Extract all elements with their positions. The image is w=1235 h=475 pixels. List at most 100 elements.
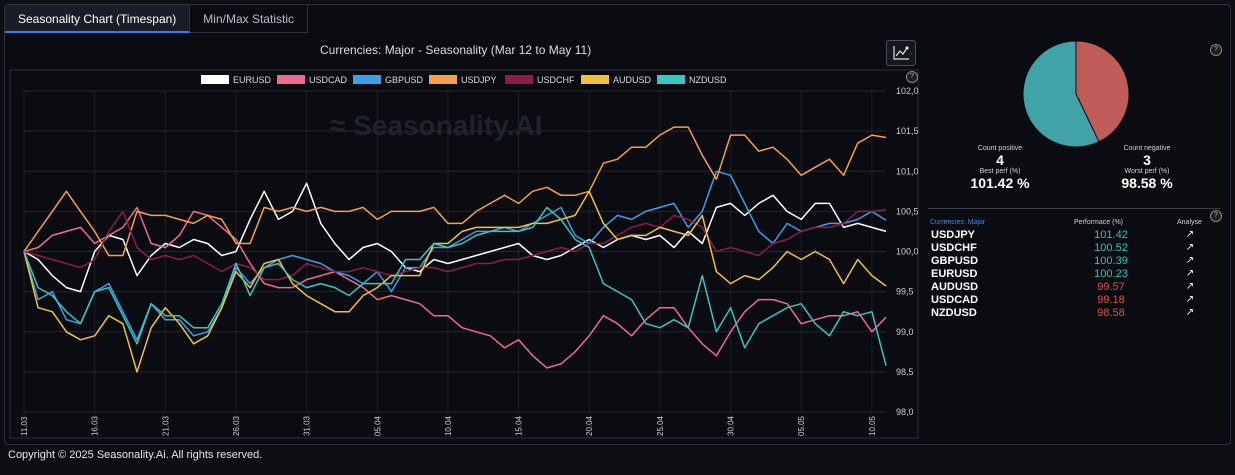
worst-perf-label: Worst perf (%) (1124, 168, 1170, 175)
rocket-icon[interactable]: ↗ (1185, 268, 1195, 279)
help-icon[interactable]: ? (906, 71, 918, 83)
pie-slice-negative (1075, 40, 1130, 143)
series-line-eurusd (23, 182, 887, 293)
performance-value: 98.58 (1097, 307, 1125, 319)
rocket-icon[interactable]: ↗ (1185, 307, 1195, 318)
table-row[interactable]: USDCAD 99.18 ↗ (931, 294, 1211, 306)
x-tick-label: 26.03 (232, 415, 241, 436)
y-tick-label: 98,0 (896, 407, 914, 417)
table-row[interactable]: USDJPY 101.42 ↗ (931, 229, 1211, 241)
legend-label: NZDUSD (689, 75, 727, 85)
tab-minmax-statistic[interactable]: Min/Max Statistic (190, 5, 308, 33)
legend-swatch (201, 75, 229, 84)
currency-symbol: USDCHF (931, 242, 977, 254)
chart-title: Currencies: Major - Seasonality (Mar 12 … (320, 43, 592, 57)
table-header-analyse: Analyse (1177, 219, 1202, 226)
rocket-icon[interactable]: ↗ (1185, 229, 1195, 240)
performance-value: 100.52 (1094, 242, 1128, 254)
performance-pie-chart (1022, 40, 1130, 148)
count-positive-label: Count positive (977, 145, 1023, 152)
worst-perf-value: 98.58 % (1121, 175, 1173, 191)
series-line-usdjpy (23, 126, 887, 257)
legend-label: AUDUSD (613, 75, 652, 85)
series-line-usdcad (23, 206, 887, 369)
legend-label: USDCHF (537, 75, 575, 85)
copyright-text: Copyright © 2025 Seasonality.Ai. All rig… (8, 449, 263, 461)
table-header-performance: Performace (%) (1074, 219, 1124, 226)
performance-value: 99.57 (1097, 281, 1125, 293)
x-tick-label: 11.03 (20, 416, 29, 436)
series-line-nzdusd (23, 206, 887, 366)
currency-symbol: USDJPY (931, 229, 976, 241)
best-perf-label: Best perf (%) (979, 168, 1021, 175)
legend-swatch (429, 75, 457, 84)
count-negative-value: 3 (1143, 152, 1151, 168)
y-tick-label: 101,0 (896, 166, 919, 176)
x-tick-label: 30.04 (727, 415, 736, 436)
table-row[interactable]: NZDUSD 98.58 ↗ (931, 307, 1211, 319)
legend-swatch (277, 75, 305, 84)
currency-symbol: USDCAD (931, 294, 979, 306)
x-tick-label: 10.04 (444, 415, 453, 436)
chart-zoom-button[interactable] (886, 40, 916, 66)
series-line-gbpusd (23, 170, 887, 341)
performance-value: 100.39 (1094, 255, 1128, 267)
watermark: ≈ Seasonality.AI (330, 110, 542, 141)
currency-symbol: GBPUSD (931, 255, 979, 267)
y-tick-label: 99,0 (896, 327, 914, 337)
x-tick-label: 16.03 (91, 415, 100, 436)
count-positive-block: Count positive 4 Best perf (%) 101.42 % (955, 145, 1045, 191)
table-row[interactable]: EURUSD 100.23 ↗ (931, 268, 1211, 280)
y-tick-label: 102,0 (896, 86, 919, 96)
pie-slice-positive (1022, 40, 1100, 148)
help-icon[interactable]: ? (1210, 210, 1222, 222)
rocket-icon[interactable]: ↗ (1185, 242, 1195, 253)
rocket-icon[interactable]: ↗ (1185, 294, 1195, 305)
table-header-symbol: Currencies: Major (930, 219, 986, 226)
x-tick-label: 21.03 (161, 415, 170, 436)
tab-seasonality-chart[interactable]: Seasonality Chart (Timespan) (5, 5, 191, 33)
currency-symbol: EURUSD (931, 268, 978, 280)
legend-swatch (505, 75, 533, 84)
currency-symbol: NZDUSD (931, 307, 977, 319)
legend-label: USDJPY (461, 75, 497, 85)
legend-label: EURUSD (233, 75, 272, 85)
table-row[interactable]: AUDUSD 99.57 ↗ (931, 281, 1211, 293)
plot-frame (9, 69, 919, 439)
y-tick-label: 101,5 (896, 126, 919, 136)
x-tick-label: 05.04 (373, 415, 382, 436)
x-tick-label: 31.03 (303, 415, 312, 436)
legend-label: USDCAD (309, 75, 348, 85)
count-negative-block: Count negative 3 Worst perf (%) 98.58 % (1102, 145, 1192, 191)
table-row[interactable]: USDCHF 100.52 ↗ (931, 242, 1211, 254)
rocket-icon[interactable]: ↗ (1185, 281, 1195, 292)
legend-swatch (581, 75, 609, 84)
y-tick-label: 100,0 (896, 247, 919, 257)
count-negative-label: Count negative (1123, 145, 1171, 152)
x-tick-label: 05.05 (797, 415, 806, 436)
y-tick-label: 100,5 (896, 206, 919, 216)
count-positive-value: 4 (996, 152, 1004, 168)
series-line-audusd (23, 190, 887, 373)
chart-zoom-icon (893, 46, 909, 60)
performance-value: 101.42 (1094, 229, 1128, 241)
y-tick-label: 99,5 (896, 287, 914, 297)
rocket-icon[interactable]: ↗ (1185, 255, 1195, 266)
legend-swatch (657, 75, 685, 84)
divider (928, 208, 1220, 209)
series-line-usdchf (23, 209, 887, 281)
y-tick-label: 98,5 (896, 367, 914, 377)
x-tick-label: 15.04 (515, 415, 524, 436)
x-tick-label: 20.04 (585, 415, 594, 436)
legend-label: GBPUSD (385, 75, 424, 85)
performance-value: 99.18 (1097, 294, 1125, 306)
tab-bar: Seasonality Chart (Timespan) Min/Max Sta… (5, 5, 308, 33)
help-icon[interactable]: ? (1210, 44, 1222, 56)
legend-swatch (353, 75, 381, 84)
currency-symbol: AUDUSD (931, 281, 979, 293)
table-row[interactable]: GBPUSD 100.39 ↗ (931, 255, 1211, 267)
performance-value: 100.23 (1094, 268, 1128, 280)
x-tick-label: 10.05 (868, 415, 877, 436)
x-tick-label: 25.04 (656, 415, 665, 436)
